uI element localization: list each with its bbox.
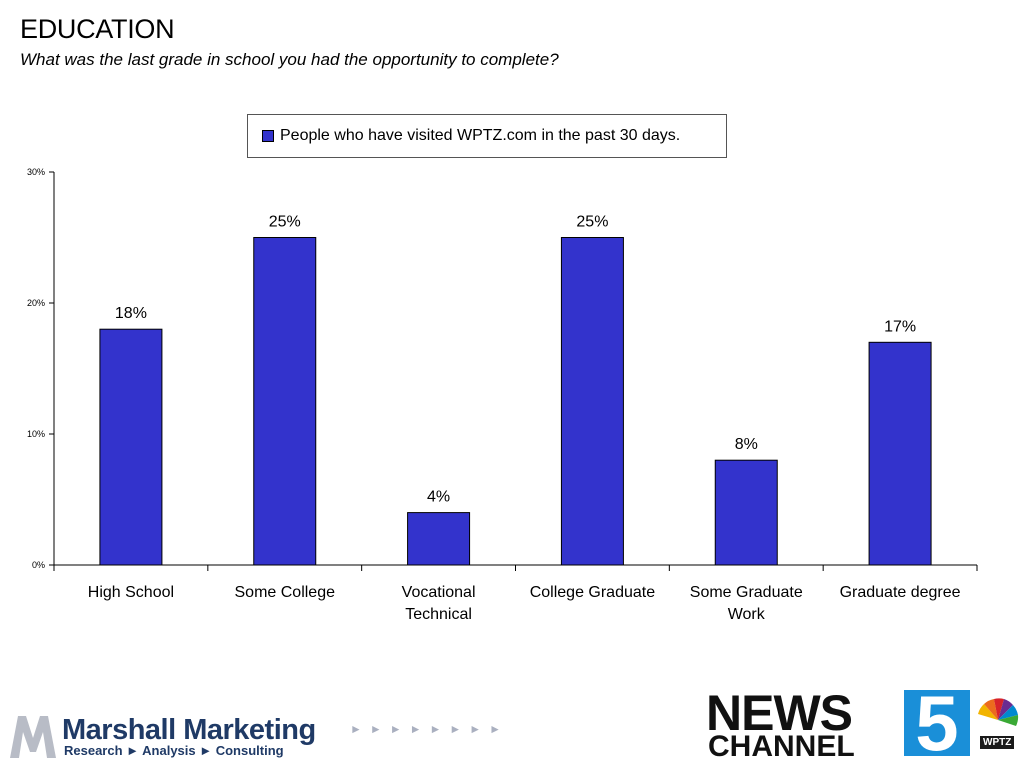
data-label: 4% [427, 489, 450, 506]
data-label: 25% [269, 214, 301, 231]
page-subtitle: What was the last grade in school you ha… [20, 50, 559, 69]
wptz-callsign: WPTZ [980, 736, 1015, 749]
marshall-m-icon [10, 716, 56, 758]
x-tick-label: College Graduate [530, 584, 656, 601]
page-title: EDUCATION [20, 14, 175, 44]
news-channel-5-logo: NEWS CHANNEL 5 WPTZ [706, 684, 1022, 764]
x-tick-label: Graduate degree [840, 584, 961, 601]
bar [99, 328, 163, 566]
bar [868, 341, 932, 566]
x-tick-label-line: Vocational [402, 584, 476, 601]
news-word: NEWS [706, 685, 853, 741]
x-tick-label: High School [88, 584, 174, 601]
bar-chart: 0% 10% 20% 30% 18% High School 25% Some College… [27, 167, 978, 623]
y-tick-label: 30% [27, 167, 45, 177]
bar [560, 237, 624, 566]
x-tick-label: Vocational Technical [402, 584, 476, 623]
marshall-marketing-logo: Marshall Marketing Research ► Analysis ►… [8, 708, 528, 764]
channel-word: CHANNEL [708, 730, 855, 763]
data-label: 17% [884, 318, 916, 335]
x-tick-label: Some Graduate Work [690, 584, 803, 623]
x-tick-label-line: High School [88, 584, 174, 601]
y-tick-label: 20% [27, 298, 45, 308]
x-tick-label-line: College Graduate [530, 584, 656, 601]
chart-legend: People who have visited WPTZ.com in the … [247, 114, 727, 158]
data-label: 18% [115, 305, 147, 322]
bar [253, 237, 317, 566]
x-tick-label-line: Some College [235, 584, 336, 601]
bar [714, 459, 778, 566]
legend-label: People who have visited WPTZ.com in the … [280, 127, 681, 144]
x-tick-label-line: Technical [405, 606, 472, 623]
bar [407, 512, 471, 566]
x-tick-label: Some College [235, 584, 336, 601]
marshall-tagline: Research ► Analysis ► Consulting [64, 743, 284, 758]
arrow-strip-icon: ►►►►►►►► [350, 722, 510, 736]
y-tick-label: 10% [27, 429, 45, 439]
x-tick-label-line: Graduate degree [840, 584, 961, 601]
data-label: 25% [576, 214, 608, 231]
x-tick-label-line: Work [728, 606, 766, 623]
x-tick-label-line: Some Graduate [690, 584, 803, 601]
channel-number: 5 [915, 684, 958, 764]
legend-swatch [262, 130, 274, 142]
channel-5-peacock-icon: 5 [904, 684, 1019, 764]
data-label: 8% [735, 436, 758, 453]
marshall-name: Marshall Marketing [62, 714, 316, 746]
y-tick-label: 0% [32, 560, 45, 570]
